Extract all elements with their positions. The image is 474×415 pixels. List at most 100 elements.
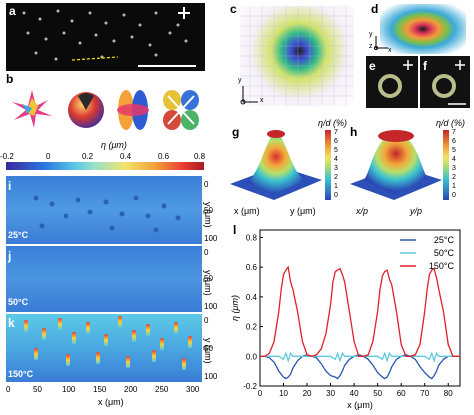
k-xtick-300: 300 xyxy=(186,385,200,394)
x-tick-label-7: 70 xyxy=(420,389,429,398)
k-xtick-50: 50 xyxy=(33,385,42,394)
y-tick-label-5: 0.8 xyxy=(246,233,258,242)
k-ytick-50: 50 xyxy=(204,344,213,353)
panel-label-c: c xyxy=(230,2,237,16)
i-ytick-100: 100 xyxy=(204,234,218,243)
k-xtick-250: 250 xyxy=(155,385,169,394)
colorbar-tick-3: 0.2 xyxy=(82,152,94,161)
panel-i-defects xyxy=(33,195,181,233)
panel-label-g: g xyxy=(232,125,240,139)
h-cbar-tick-7: 7 xyxy=(452,129,456,136)
chart-ylabel: η (μm) xyxy=(230,295,240,321)
x-tick-label-0: 0 xyxy=(258,389,263,398)
hedgehog-structure xyxy=(12,90,52,128)
k-xlabel: x (μm) xyxy=(98,397,124,407)
panel-i-temperature: 25°C xyxy=(8,230,29,240)
colorbar-label: η (μm) xyxy=(101,140,127,150)
twisted-structure xyxy=(117,90,149,130)
colorbar-tick-4: 0.4 xyxy=(120,152,132,161)
panel-j-map xyxy=(6,246,202,312)
clover-structure xyxy=(163,90,199,130)
panel-j-temperature: 50°C xyxy=(8,297,29,307)
y-tick-label-4: 0.6 xyxy=(246,263,258,272)
panel-g-cbar-label: η/d (%) xyxy=(318,118,347,128)
y-tick-label-2: 0.2 xyxy=(246,323,258,332)
k-xtick-0: 0 xyxy=(6,385,11,394)
panel-h-ylabel: y/p xyxy=(410,206,423,216)
g-cbar-tick-0: 0 xyxy=(334,192,338,199)
i-ylabel: y (μm) xyxy=(203,202,213,228)
panel-a-defects xyxy=(22,7,196,67)
panel-label-l: l xyxy=(233,223,237,237)
k-ytick-100: 100 xyxy=(204,372,218,381)
panel-d-x-axis: x xyxy=(388,47,392,54)
series-line-2 xyxy=(260,265,460,357)
y-tick-label-1: 0.0 xyxy=(246,352,258,361)
chart-xlabel: x (μm) xyxy=(347,400,373,410)
panel-g-surface xyxy=(230,130,322,200)
panel-f-ring xyxy=(432,60,466,105)
k-xtick-100: 100 xyxy=(62,385,76,394)
h-cbar-tick-4: 4 xyxy=(452,156,456,163)
x-tick-label-1: 10 xyxy=(279,389,288,398)
colorbar-tick-5: 0.6 xyxy=(158,152,170,161)
chart-frame xyxy=(259,229,461,387)
panel-h-cbar-label: η/d (%) xyxy=(436,118,465,128)
x-tick-label-4: 40 xyxy=(350,389,359,398)
panel-d-z-axis: z xyxy=(369,43,373,50)
g-cbar-tick-2: 2 xyxy=(334,174,338,181)
panel-b-structures xyxy=(12,90,199,130)
h-cbar-tick-5: 5 xyxy=(452,147,456,154)
j-ylabel: y (μm) xyxy=(203,270,213,296)
j-ytick-0: 0 xyxy=(204,248,209,257)
j-ytick-50: 50 xyxy=(204,274,213,283)
series-line-1 xyxy=(260,351,460,363)
x-tick-label-2: 20 xyxy=(303,389,312,398)
legend-label-0: 25°C xyxy=(434,235,455,245)
panel-a-micrograph xyxy=(6,3,205,71)
panel-label-b: b xyxy=(6,72,14,86)
h-cbar-tick-3: 3 xyxy=(452,165,456,172)
panel-i-map xyxy=(6,176,202,244)
panel-g-xlabel: x (μm) xyxy=(234,206,260,216)
panel-d-y-axis: y xyxy=(369,31,373,38)
panel-c-grid xyxy=(240,6,354,106)
g-cbar-tick-1: 1 xyxy=(334,183,338,190)
panel-h-colorbar xyxy=(443,130,449,200)
panel-label-i: i xyxy=(8,179,12,193)
colorbar-tick-6: 0.8 xyxy=(194,152,206,161)
h-cbar-tick-1: 1 xyxy=(452,183,456,190)
h-cbar-tick-2: 2 xyxy=(452,174,456,181)
g-cbar-tick-4: 4 xyxy=(334,156,338,163)
k-xtick-200: 200 xyxy=(124,385,138,394)
colorbar-tick-2: 0 xyxy=(46,152,51,161)
g-cbar-tick-7: 7 xyxy=(334,129,338,136)
y-tick-label-3: 0.4 xyxy=(246,293,258,302)
k-ylabel: y (μm) xyxy=(203,338,213,364)
h-cbar-tick-0: 0 xyxy=(452,192,456,199)
panel-c-x-axis: x xyxy=(260,97,264,104)
colorbar-tick-1: -0.2 xyxy=(0,152,14,161)
panel-k-temperature: 150°C xyxy=(8,369,34,379)
panel-label-e: e xyxy=(369,59,376,73)
panel-label-d: d xyxy=(371,2,379,16)
k-xtick-150: 150 xyxy=(93,385,107,394)
panel-e-ring xyxy=(378,60,413,98)
panel-label-f: f xyxy=(423,59,427,73)
panel-d-field xyxy=(380,4,466,54)
panel-label-h: h xyxy=(350,125,358,139)
x-tick-label-5: 50 xyxy=(373,389,382,398)
main-colorbar xyxy=(6,162,204,170)
panel-label-a: a xyxy=(9,4,16,18)
x-tick-label-6: 60 xyxy=(397,389,406,398)
y-tick-label-0: -0.2 xyxy=(243,382,257,391)
g-cbar-tick-5: 5 xyxy=(334,147,338,154)
panel-l-chart: 0 10 20 30 40 50 60 70 80 -0.2 0.0 0.2 0.4 0.6 0.8 x (μ… xyxy=(230,229,461,410)
legend-label-1: 50°C xyxy=(434,248,455,258)
h-cbar-tick-6: 6 xyxy=(452,138,456,145)
j-ytick-100: 100 xyxy=(204,302,218,311)
g-cbar-tick-3: 3 xyxy=(334,165,338,172)
panel-g-colorbar xyxy=(325,130,331,200)
panel-k-peaks xyxy=(24,316,192,370)
g-cbar-tick-6: 6 xyxy=(334,138,338,145)
